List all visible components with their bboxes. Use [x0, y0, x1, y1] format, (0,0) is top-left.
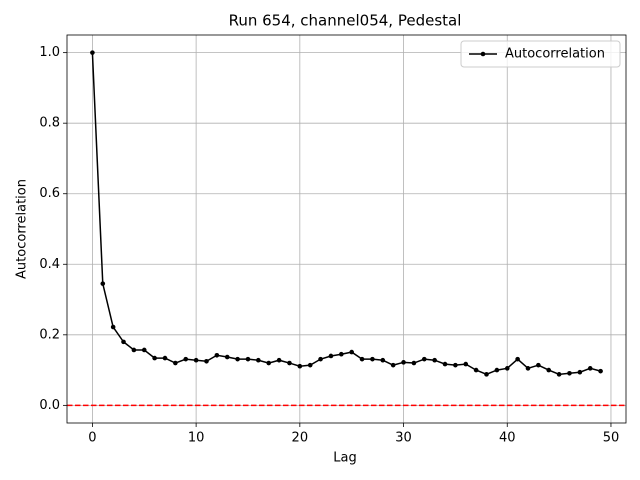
point: [432, 357, 437, 363]
point: [380, 357, 386, 363]
point: [453, 362, 458, 368]
point: [276, 357, 282, 363]
point: [556, 372, 562, 377]
point: [214, 352, 220, 358]
point: [131, 347, 137, 353]
point: [328, 353, 334, 359]
y-axis-label: Autocorrelation: [15, 179, 30, 279]
legend-box: [460, 40, 621, 68]
point: [598, 368, 603, 374]
point: [141, 347, 147, 353]
point: [536, 362, 541, 368]
point: [193, 357, 199, 363]
point: [473, 367, 479, 373]
legend-label: Autocorrelation: [505, 47, 605, 62]
point: [121, 339, 126, 345]
point: [421, 356, 427, 362]
y-tick-label: 0.4: [39, 257, 60, 272]
x-tick-label: 0: [88, 431, 96, 446]
y-tick-label: 0.8: [39, 116, 60, 131]
point: [162, 355, 168, 361]
point: [587, 366, 593, 371]
point: [567, 370, 572, 376]
point: [359, 356, 365, 362]
point: [173, 360, 178, 366]
point: [546, 367, 552, 373]
point: [152, 355, 157, 361]
y-tick-label: 1.0: [39, 45, 60, 60]
point: [401, 360, 406, 365]
point: [297, 363, 303, 369]
y-tick-label: 0.0: [39, 398, 60, 413]
point: [287, 360, 292, 366]
point: [318, 356, 323, 362]
point: [235, 356, 240, 362]
axes-frame: [66, 34, 627, 424]
point: [224, 354, 230, 360]
point: [266, 360, 272, 366]
x-axis-label: Lag: [333, 451, 356, 466]
x-tick-label: 40: [499, 431, 516, 446]
x-tick-label: 20: [292, 431, 309, 446]
y-tick-label: 0.6: [39, 186, 60, 201]
chart-title: Run 654, channel054, Pedestal: [229, 12, 462, 30]
point: [370, 356, 375, 362]
point: [484, 372, 489, 377]
x-tick-label: 10: [188, 431, 205, 446]
point: [504, 366, 510, 371]
point: [442, 361, 448, 367]
x-tick-label: 50: [603, 431, 620, 446]
point: [515, 356, 520, 362]
point: [307, 362, 313, 368]
point: [390, 362, 396, 368]
x-tick-label: 30: [395, 431, 412, 446]
point: [90, 50, 95, 55]
point: [577, 369, 583, 375]
point: [525, 366, 531, 371]
point: [183, 356, 189, 362]
point: [100, 281, 106, 286]
point: [339, 351, 344, 357]
point: [110, 324, 116, 330]
point: [411, 360, 417, 366]
legend-marker: [480, 51, 486, 57]
point: [494, 367, 500, 373]
point: [204, 358, 209, 364]
y-tick-label: 0.2: [39, 327, 60, 342]
point: [349, 349, 354, 355]
point: [256, 357, 261, 363]
point: [245, 356, 251, 362]
point: [463, 361, 469, 367]
